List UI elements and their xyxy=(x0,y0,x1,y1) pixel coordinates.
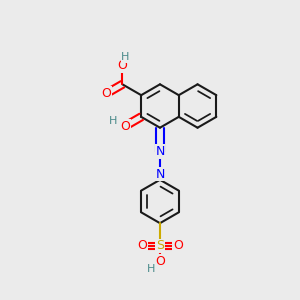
Text: O: O xyxy=(120,120,130,133)
Text: O: O xyxy=(173,239,183,253)
Text: O: O xyxy=(118,59,127,72)
Text: N: N xyxy=(155,168,165,181)
Text: H: H xyxy=(147,263,155,274)
Text: O: O xyxy=(101,87,111,100)
Text: N: N xyxy=(155,145,165,158)
Text: O: O xyxy=(155,255,165,268)
Text: S: S xyxy=(156,239,164,253)
Text: H: H xyxy=(109,116,117,126)
Text: H: H xyxy=(121,52,130,62)
Text: O: O xyxy=(137,239,147,253)
